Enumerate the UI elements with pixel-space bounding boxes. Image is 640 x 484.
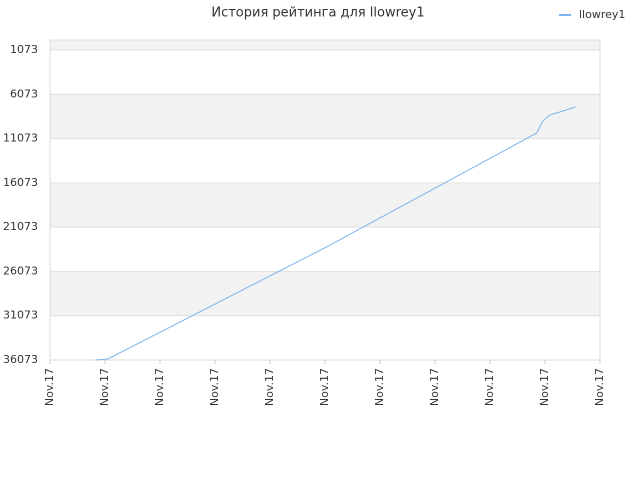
legend-label: llowrey1 bbox=[579, 8, 625, 21]
grid-band bbox=[50, 138, 600, 183]
x-tick-label: Nov.17 bbox=[428, 368, 441, 406]
x-tick-label: Nov.17 bbox=[208, 368, 221, 406]
y-tick-label: 6073 bbox=[10, 87, 38, 100]
x-tick-label: Nov.17 bbox=[483, 368, 496, 406]
x-tick-label: Nov.17 bbox=[153, 368, 166, 406]
y-tick-label: 11073 bbox=[3, 132, 38, 145]
y-tick-label: 36073 bbox=[3, 353, 38, 366]
grid-band bbox=[50, 315, 600, 360]
y-tick-label: 21073 bbox=[3, 220, 38, 233]
series-line bbox=[95, 106, 576, 361]
x-tick-label: Nov.17 bbox=[98, 368, 111, 406]
grid-band bbox=[50, 227, 600, 272]
y-tick-label: 31073 bbox=[3, 309, 38, 322]
x-tick-label: Nov.17 bbox=[43, 368, 56, 406]
grid-band bbox=[50, 49, 600, 95]
chart-title: История рейтинга для llowrey1 bbox=[211, 6, 424, 21]
y-tick-label: 26073 bbox=[3, 264, 38, 277]
x-tick-label: Nov.17 bbox=[318, 368, 331, 406]
x-tick-label: Nov.17 bbox=[593, 368, 606, 406]
y-tick-label: 1073 bbox=[10, 43, 38, 56]
x-tick-label: Nov.17 bbox=[538, 368, 551, 406]
x-tick-label: Nov.17 bbox=[373, 368, 386, 406]
y-tick-label: 16073 bbox=[3, 176, 38, 189]
x-tick-label: Nov.17 bbox=[263, 368, 276, 406]
